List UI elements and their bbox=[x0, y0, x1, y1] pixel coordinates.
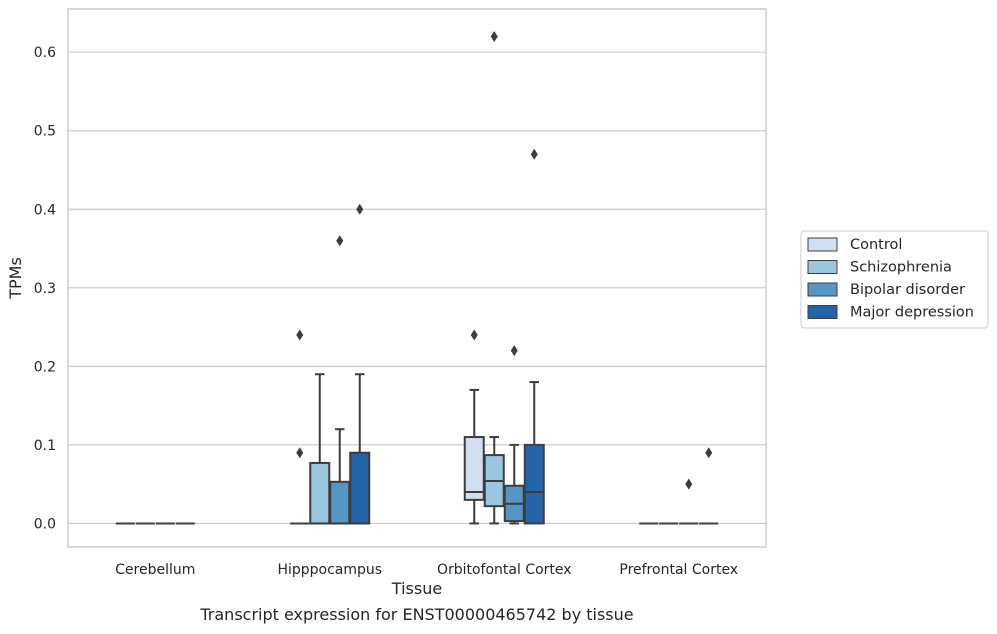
box bbox=[290, 329, 310, 525]
box bbox=[329, 235, 351, 525]
outlier-point bbox=[470, 329, 478, 341]
x-tick-label: Cerebellum bbox=[115, 562, 195, 578]
box bbox=[503, 345, 525, 525]
outlier-point bbox=[356, 203, 364, 215]
box-body bbox=[463, 436, 485, 501]
outlier-point bbox=[685, 478, 693, 490]
legend: Control Schizophrenia Bipolar disorder Majo… bbox=[800, 230, 989, 329]
box bbox=[309, 373, 331, 525]
figure-caption: Transcript expression for ENST0000046574… bbox=[200, 605, 634, 624]
legend-label: Control bbox=[850, 237, 902, 253]
y-tick-labels: 0.0 0.1 0.2 0.3 0.4 0.5 0.6 bbox=[34, 45, 56, 532]
box-body bbox=[309, 461, 331, 525]
y-tick-label: 0.1 bbox=[34, 438, 56, 454]
legend-swatch bbox=[807, 282, 838, 297]
y-tick-label: 0.6 bbox=[34, 45, 56, 61]
legend-frame bbox=[800, 230, 989, 329]
x-tick-label: Hipppocampus bbox=[277, 562, 382, 578]
gridlines bbox=[68, 51, 766, 525]
outlier-point bbox=[705, 447, 713, 459]
y-tick-label: 0.0 bbox=[34, 516, 56, 532]
legend-label: Major depression bbox=[850, 305, 974, 321]
outlier-point bbox=[296, 329, 304, 341]
y-tick-label: 0.3 bbox=[34, 281, 56, 297]
legend-swatch bbox=[807, 260, 838, 274]
outlier-point bbox=[336, 235, 344, 247]
box-body bbox=[329, 480, 351, 525]
outlier-point bbox=[490, 30, 498, 42]
box-groups bbox=[115, 30, 719, 525]
x-tick-labels: Cerebellum Hipppocampus Orbitofontal Corte… bbox=[115, 562, 738, 578]
plot-background bbox=[68, 9, 766, 547]
y-tick-label: 0.5 bbox=[34, 124, 56, 140]
plot-frame bbox=[67, 8, 767, 548]
x-tick-label: Orbitofontal Cortex bbox=[437, 562, 572, 578]
y-tick-label: 0.4 bbox=[34, 202, 56, 218]
legend-swatch bbox=[807, 237, 838, 252]
y-axis-label: TPMs bbox=[6, 257, 25, 300]
box bbox=[699, 447, 719, 525]
box bbox=[483, 30, 505, 525]
legend-label: Schizophrenia bbox=[850, 260, 952, 276]
legend-swatch bbox=[807, 305, 838, 319]
x-axis-label: Tissue bbox=[391, 579, 442, 598]
x-tick-label: Prefrontal Cortex bbox=[619, 562, 738, 578]
box-body bbox=[523, 443, 545, 525]
outlier-point bbox=[296, 447, 304, 459]
box bbox=[523, 148, 545, 525]
box-body bbox=[349, 451, 371, 525]
outlier-point bbox=[510, 345, 518, 357]
box bbox=[349, 203, 371, 525]
y-tick-label: 0.2 bbox=[34, 359, 56, 375]
legend-label: Bipolar disorder bbox=[850, 282, 965, 298]
outlier-point bbox=[530, 148, 538, 160]
box bbox=[679, 478, 699, 525]
